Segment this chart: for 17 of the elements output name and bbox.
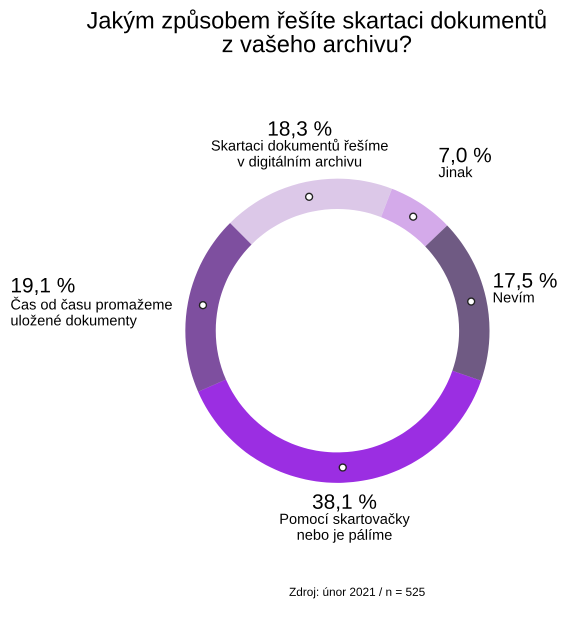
chart-title: Jakým způsobem řešíte skartaci dokumentů z vašeho archivu?	[86, 9, 546, 52]
slice-label: Čas od času promažeme uložené dokumenty	[11, 296, 172, 328]
donut-slice	[230, 178, 392, 244]
donut-slice	[198, 370, 482, 483]
data-label: 7,0 %	[440, 148, 491, 165]
donut-slice	[425, 225, 490, 381]
donut-slice	[185, 222, 252, 392]
text: Zdroj: únor 2021 / n = 525	[289, 587, 425, 598]
data-label: 19,1 %	[12, 278, 75, 296]
data-label: 17,5 %	[494, 273, 557, 290]
data-label: 18,3 %	[268, 121, 332, 138]
slice-label: Nevím	[494, 292, 534, 303]
slice-label: Skartaci dokumentů řešíme v digitálním archivu	[212, 138, 388, 170]
data-label: 38,1 %	[312, 494, 376, 512]
slice-label: Jinak	[438, 166, 472, 178]
donut-slice	[381, 188, 448, 246]
slice-label: Pomocí skartovačky nebo je pálíme	[280, 513, 410, 543]
